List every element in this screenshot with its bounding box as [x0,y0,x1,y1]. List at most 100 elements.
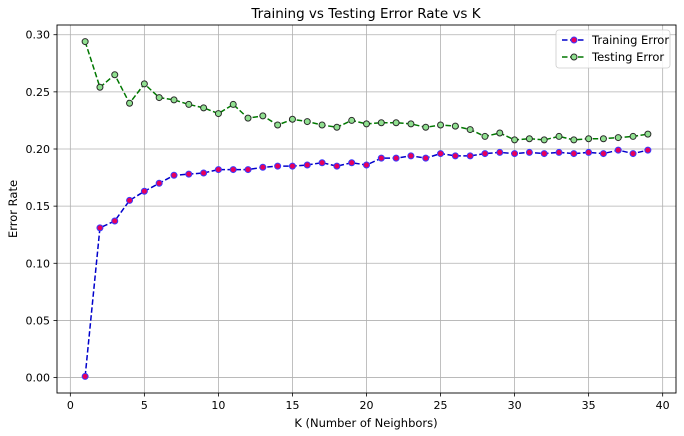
legend-label: Training Error [591,33,669,47]
x-tick-label: 35 [582,399,596,412]
data-point [170,171,178,179]
data-point [333,162,341,170]
data-point [407,120,415,128]
data-point [81,38,89,46]
data-point [392,154,400,162]
data-point [274,162,282,170]
x-tick-label: 5 [141,399,148,412]
legend-marker [570,53,578,61]
x-tick-label: 15 [285,399,299,412]
data-point [555,132,563,140]
data-point [140,187,148,195]
data-point [614,146,622,154]
data-point [525,148,533,156]
data-point [126,196,134,204]
data-point [170,96,178,104]
data-point [348,159,356,167]
data-point [244,114,252,122]
data-point [481,150,489,158]
data-point [200,169,208,177]
data-point [496,148,504,156]
data-point [377,154,385,162]
data-point [318,159,326,167]
x-tick-label: 20 [360,399,374,412]
data-point [333,123,341,131]
series-testing-error [81,38,652,144]
data-point [244,166,252,174]
data-point [496,129,504,137]
data-point [155,94,163,102]
data-point [644,146,652,154]
data-point [540,136,548,144]
y-tick-label: 0.00 [26,372,51,385]
data-point [466,152,474,160]
data-point [303,118,311,126]
data-point [511,136,519,144]
data-point [229,100,237,108]
legend-marker [570,36,578,44]
series-layer [81,38,652,380]
y-tick-label: 0.10 [26,257,51,270]
data-point [185,170,193,178]
grid [57,25,676,393]
y-tick-label: 0.30 [26,29,51,42]
data-point [525,135,533,143]
data-point [511,150,519,158]
data-point [422,154,430,162]
data-point [466,126,474,134]
data-point [318,121,326,129]
data-point [644,130,652,138]
data-point [392,119,400,127]
series-training-error [81,146,652,380]
data-point [451,152,459,160]
data-point [96,224,104,232]
data-point [363,120,370,128]
legend-label: Testing Error [591,50,664,64]
x-tick-label: 10 [211,399,225,412]
data-point [155,179,163,187]
data-point [140,80,148,88]
y-tick-label: 0.05 [26,314,51,327]
legend: Training Error Testing Error [555,29,671,69]
x-tick-label: 40 [656,399,670,412]
data-point [259,163,267,171]
data-point [229,166,237,174]
x-axis-label: K (Number of Neighbors) [294,416,437,430]
x-tick-label: 30 [508,399,522,412]
x-tick-label: 0 [67,399,74,412]
data-point [185,100,193,108]
y-axis-label: Error Rate [6,180,20,238]
data-point [288,162,296,170]
data-point [407,152,415,160]
data-point [555,148,563,156]
data-point [200,104,208,112]
data-point [599,135,607,143]
data-point [599,150,607,158]
data-point [629,132,637,140]
y-tick-label: 0.25 [26,86,51,99]
data-point [288,115,296,123]
data-point [570,150,578,158]
data-point [96,83,104,91]
data-point [585,135,593,143]
data-point [126,99,134,107]
data-point [629,150,637,158]
data-point [377,119,385,127]
ticks: 0 5 10 15 20 25 30 35 40 0.00 0.05 0.10 0.15 0.20 0.25… [26,29,670,412]
data-point [348,116,356,124]
data-point [303,161,311,169]
data-point [214,110,222,118]
data-point [214,166,222,174]
y-tick-label: 0.15 [26,200,51,213]
data-point [422,123,430,131]
legend-item: Training Error [562,33,669,47]
data-point [274,121,282,129]
legend-box [555,29,671,69]
data-point [540,150,548,158]
data-point [111,71,119,79]
data-point [585,148,593,156]
y-tick-label: 0.20 [26,143,51,156]
chart-title: Training vs Testing Error Rate vs K [250,6,481,22]
data-point [111,217,119,225]
x-tick-label: 25 [434,399,448,412]
